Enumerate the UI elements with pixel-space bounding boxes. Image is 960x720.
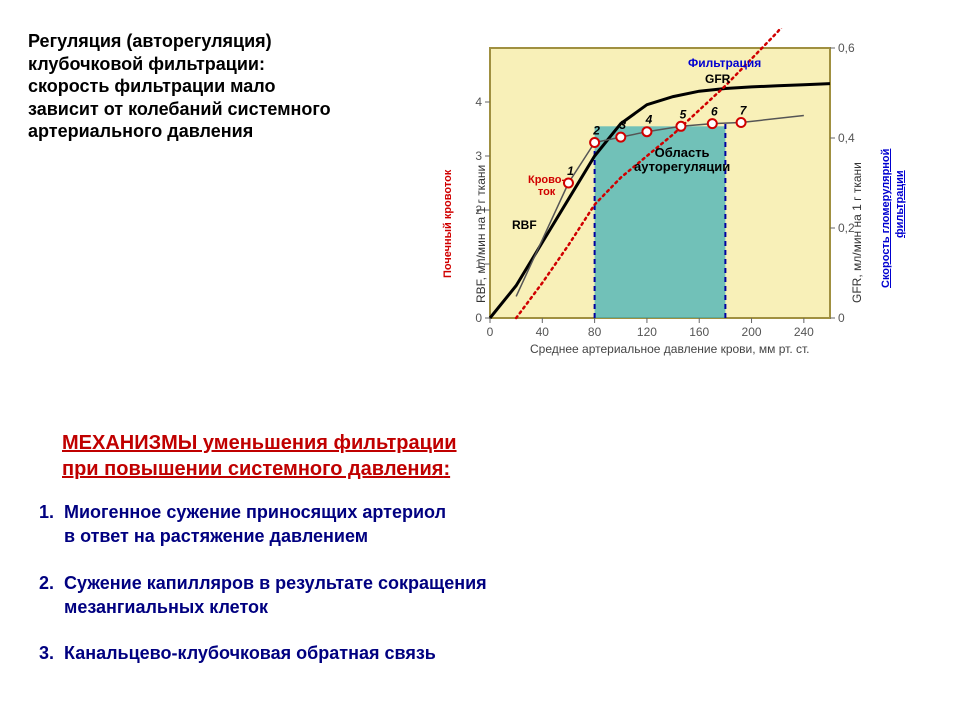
mechanisms-heading: МЕХАНИЗМЫ уменьшения фильтрации при повы… xyxy=(62,430,457,482)
svg-text:0,2: 0,2 xyxy=(838,221,855,235)
svg-text:6: 6 xyxy=(711,105,718,119)
svg-text:5: 5 xyxy=(680,107,687,121)
chart: Почечный кровоток RBF, мл/мин на 1 г тка… xyxy=(430,28,900,368)
title-block: Регуляция (авторегуляция) клубочковой фи… xyxy=(28,30,408,143)
svg-text:0: 0 xyxy=(487,325,494,339)
svg-text:0,6: 0,6 xyxy=(838,41,855,55)
title-line4: зависит от колебаний системного xyxy=(28,99,331,119)
svg-text:80: 80 xyxy=(588,325,602,339)
page: Регуляция (авторегуляция) клубочковой фи… xyxy=(0,0,960,720)
mech-head-l2: при повышении системного давления xyxy=(62,458,443,480)
svg-text:1: 1 xyxy=(567,164,574,178)
svg-text:2: 2 xyxy=(475,203,482,217)
svg-text:2: 2 xyxy=(592,124,600,138)
svg-text:240: 240 xyxy=(794,325,814,339)
svg-text:160: 160 xyxy=(689,325,709,339)
mech-item-3: 3. Канальцево-клубочковая обратная связь xyxy=(24,641,487,665)
label-rbf: RBF xyxy=(512,218,537,232)
title-line3: скорость фильтрации мало xyxy=(28,76,275,96)
svg-text:200: 200 xyxy=(742,325,762,339)
svg-text:0: 0 xyxy=(475,311,482,325)
svg-text:120: 120 xyxy=(637,325,657,339)
svg-text:3: 3 xyxy=(475,149,482,163)
title-line5: артериального давления xyxy=(28,121,253,141)
mech-item-1: 1. Миогенное сужение приносящих артериол… xyxy=(24,500,487,549)
label-gfr: GFR xyxy=(705,72,730,86)
svg-text:40: 40 xyxy=(536,325,550,339)
svg-text:4: 4 xyxy=(645,113,653,127)
mechanisms-list: 1. Миогенное сужение приносящих артериол… xyxy=(24,500,487,687)
svg-text:1: 1 xyxy=(475,257,482,271)
label-filtracia: Фильтрация xyxy=(688,56,761,70)
svg-text:0,4: 0,4 xyxy=(838,131,855,145)
mech-item-2: 2. Сужение капилляров в результате сокра… xyxy=(24,571,487,620)
svg-text:4: 4 xyxy=(475,95,482,109)
svg-text:3: 3 xyxy=(619,118,626,132)
region-label: Областьауторегуляции xyxy=(634,146,730,175)
svg-text:0: 0 xyxy=(838,311,845,325)
chart-svg: 1234567 040801201602002400123400,20,40,6 xyxy=(430,28,900,368)
title-line2: клубочковой фильтрации xyxy=(28,54,259,74)
mech-head-l1: МЕХАНИЗМЫ уменьшения фильтрации xyxy=(62,432,457,454)
label-krovo: Крово-ток xyxy=(528,174,565,198)
x-axis-label: Среднее артериальное давление крови, мм … xyxy=(530,342,810,356)
title-line1: Регуляция (авторегуляция) xyxy=(28,31,272,51)
